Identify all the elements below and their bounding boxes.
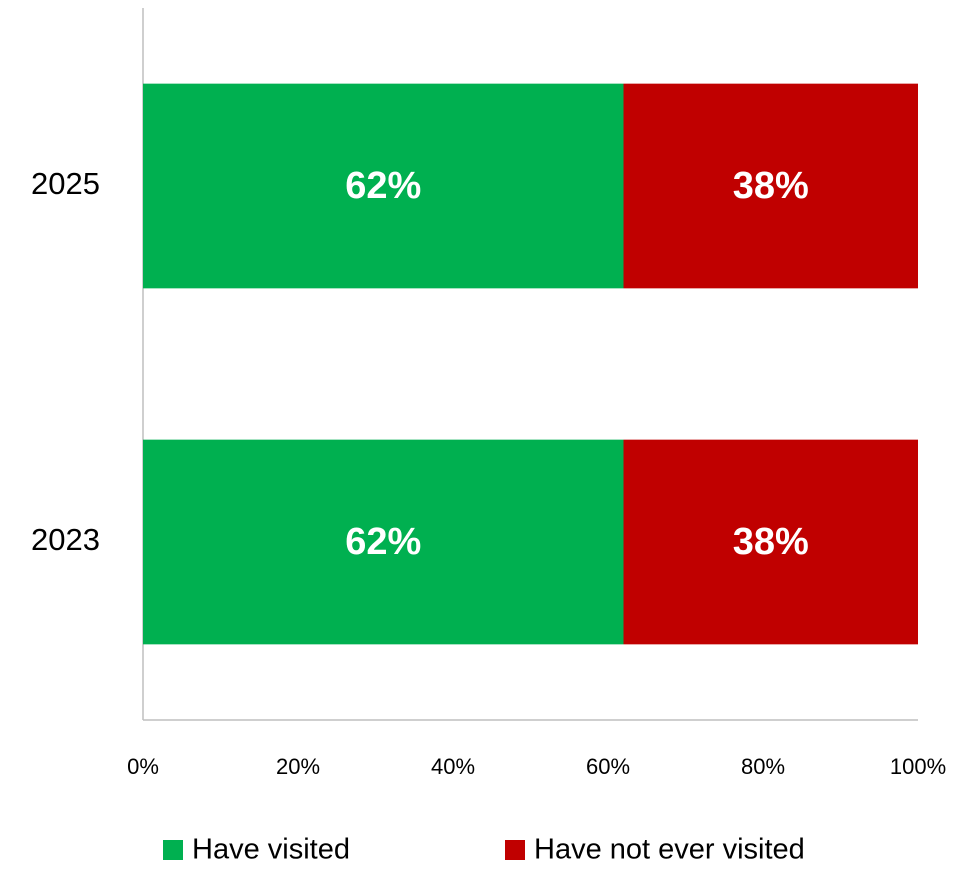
x-tick-label: 100% — [890, 754, 946, 779]
value-label: 38% — [733, 165, 809, 207]
x-tick-label: 60% — [586, 754, 630, 779]
bar-segment — [623, 439, 918, 645]
legend-label: Have visited — [192, 834, 350, 866]
x-tick-label: 20% — [276, 754, 320, 779]
x-tick-label: 0% — [127, 754, 159, 779]
legend-label: Have not ever visited — [534, 834, 805, 866]
y-tick-label: 2023 — [31, 522, 100, 557]
bar-segment — [623, 83, 918, 289]
value-label: 62% — [345, 165, 421, 207]
bar-segment — [143, 83, 624, 289]
value-label: 62% — [345, 521, 421, 563]
x-tick-label: 40% — [431, 754, 475, 779]
x-tick-label: 80% — [741, 754, 785, 779]
legend-swatch — [163, 840, 183, 860]
y-tick-label: 2025 — [31, 166, 100, 201]
value-label: 38% — [733, 521, 809, 563]
legend-swatch — [505, 840, 525, 860]
bar-segment — [143, 439, 624, 645]
